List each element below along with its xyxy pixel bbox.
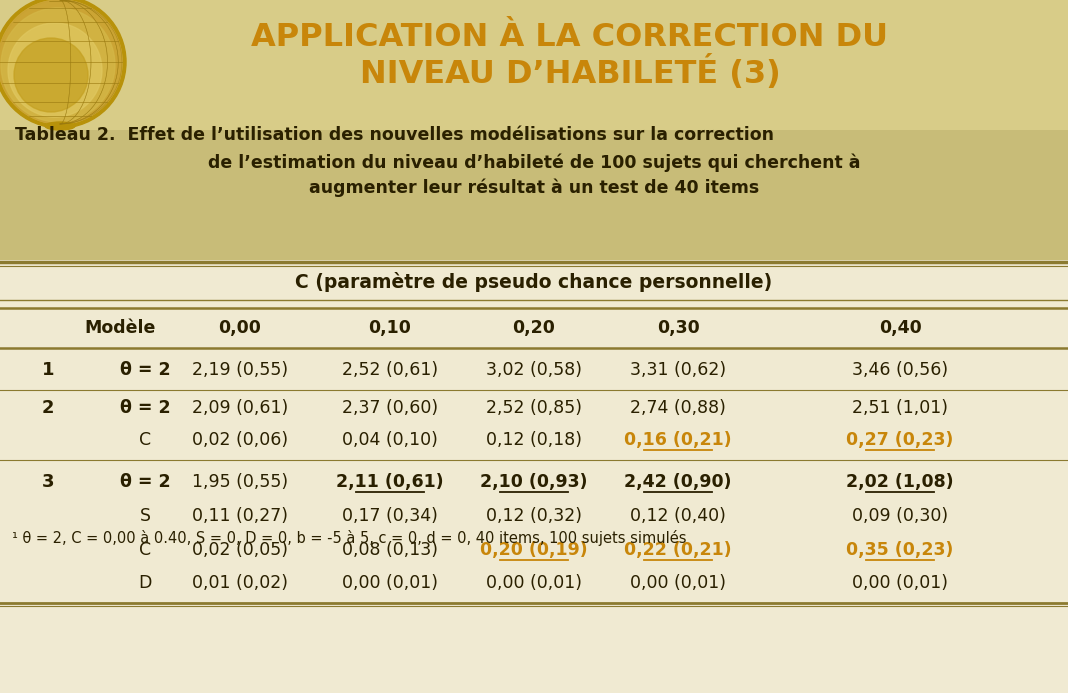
- Text: 2,51 (1,01): 2,51 (1,01): [852, 399, 948, 417]
- Text: augmenter leur résultat à un test de 40 items: augmenter leur résultat à un test de 40 …: [309, 179, 759, 198]
- Text: 2,09 (0,61): 2,09 (0,61): [192, 399, 288, 417]
- Text: 0,02 (0,05): 0,02 (0,05): [192, 541, 288, 559]
- Bar: [0, 0, 1068, 130]
- Text: C: C: [139, 541, 151, 559]
- Ellipse shape: [45, 122, 75, 130]
- Text: 0,00: 0,00: [219, 319, 262, 337]
- Text: 0,40: 0,40: [879, 319, 922, 337]
- Text: 0,12 (0,32): 0,12 (0,32): [486, 507, 582, 525]
- Text: 0,11 (0,27): 0,11 (0,27): [192, 507, 288, 525]
- Text: ¹ θ = 2, C = 0,00 à 0.40, S = 0, D = 0, b = -5 à 5, c = 0, d = 0, 40 items, 100 : ¹ θ = 2, C = 0,00 à 0.40, S = 0, D = 0, …: [12, 530, 687, 546]
- Text: Modèle: Modèle: [84, 319, 156, 337]
- Text: 0,10: 0,10: [368, 319, 411, 337]
- Circle shape: [14, 38, 88, 112]
- Text: de l’estimation du niveau d’habileté de 100 sujets qui cherchent à: de l’estimation du niveau d’habileté de …: [208, 154, 860, 173]
- Text: 1: 1: [42, 361, 54, 379]
- Text: 0,12 (0,18): 0,12 (0,18): [486, 431, 582, 449]
- Text: 2,11 (0,61): 2,11 (0,61): [336, 473, 444, 491]
- Text: 2,52 (0,85): 2,52 (0,85): [486, 399, 582, 417]
- Circle shape: [0, 0, 122, 124]
- Text: 2,52 (0,61): 2,52 (0,61): [342, 361, 438, 379]
- Circle shape: [0, 0, 126, 128]
- Text: 2,37 (0,60): 2,37 (0,60): [342, 399, 438, 417]
- Text: 0,30: 0,30: [657, 319, 700, 337]
- Text: 2,19 (0,55): 2,19 (0,55): [192, 361, 288, 379]
- Text: 0,12 (0,40): 0,12 (0,40): [630, 507, 726, 525]
- Text: 2: 2: [42, 399, 54, 417]
- Text: 0,27 (0,23): 0,27 (0,23): [846, 431, 954, 449]
- Text: C: C: [139, 431, 151, 449]
- Text: 2,02 (1,08): 2,02 (1,08): [846, 473, 954, 491]
- Text: 3: 3: [42, 473, 54, 491]
- Text: 0,17 (0,34): 0,17 (0,34): [342, 507, 438, 525]
- Text: NIVEAU D’HABILETÉ (3): NIVEAU D’HABILETÉ (3): [360, 55, 781, 91]
- Text: 3,31 (0,62): 3,31 (0,62): [630, 361, 726, 379]
- Text: 0,08 (0,13): 0,08 (0,13): [342, 541, 438, 559]
- Text: 2,74 (0,88): 2,74 (0,88): [630, 399, 726, 417]
- Text: 2,10 (0,93): 2,10 (0,93): [481, 473, 587, 491]
- Text: 0,00 (0,01): 0,00 (0,01): [852, 574, 948, 592]
- Text: 0,16 (0,21): 0,16 (0,21): [624, 431, 732, 449]
- Text: 0,00 (0,01): 0,00 (0,01): [342, 574, 438, 592]
- Text: 2,42 (0,90): 2,42 (0,90): [625, 473, 732, 491]
- Circle shape: [7, 23, 103, 117]
- Circle shape: [0, 0, 122, 124]
- Text: 0,00 (0,01): 0,00 (0,01): [486, 574, 582, 592]
- Text: 3,46 (0,56): 3,46 (0,56): [852, 361, 948, 379]
- Text: APPLICATION À LA CORRECTION DU: APPLICATION À LA CORRECTION DU: [251, 22, 889, 53]
- Text: 1,95 (0,55): 1,95 (0,55): [192, 473, 288, 491]
- Text: θ = 2: θ = 2: [120, 361, 170, 379]
- Bar: [0, 130, 1068, 260]
- Text: Tableau 2.  Effet de l’utilisation des nouvelles modélisations sur la correction: Tableau 2. Effet de l’utilisation des no…: [15, 126, 774, 144]
- Text: 0,00 (0,01): 0,00 (0,01): [630, 574, 726, 592]
- Text: 0,22 (0,21): 0,22 (0,21): [624, 541, 732, 559]
- Text: 0,35 (0,23): 0,35 (0,23): [846, 541, 954, 559]
- Text: D: D: [139, 574, 152, 592]
- Text: 0,20 (0,19): 0,20 (0,19): [481, 541, 587, 559]
- Text: 0,04 (0,10): 0,04 (0,10): [342, 431, 438, 449]
- Text: S: S: [140, 507, 151, 525]
- Circle shape: [1, 8, 115, 122]
- Text: 0,02 (0,06): 0,02 (0,06): [192, 431, 288, 449]
- Text: θ = 2: θ = 2: [120, 473, 170, 491]
- Text: C (paramètre de pseudo chance personnelle): C (paramètre de pseudo chance personnell…: [296, 272, 772, 292]
- Text: θ = 2: θ = 2: [120, 399, 170, 417]
- Text: 0,01 (0,02): 0,01 (0,02): [192, 574, 288, 592]
- Text: 3,02 (0,58): 3,02 (0,58): [486, 361, 582, 379]
- Text: 0,09 (0,30): 0,09 (0,30): [852, 507, 948, 525]
- Text: 0,20: 0,20: [513, 319, 555, 337]
